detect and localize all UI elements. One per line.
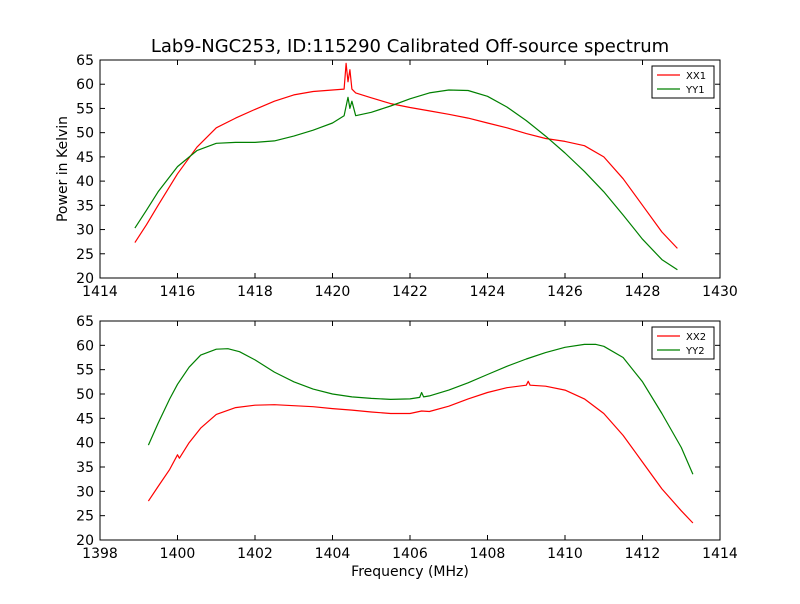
y-tick-label: 25 [76,247,94,263]
top-spectrum-panel: 1414 1416 1418 1420 1422 1424 1426 1428 1430 20 25… [55,53,738,300]
legend-box [651,65,715,99]
y-tick-label: 65 [76,314,94,330]
y-tick-label: 50 [76,126,94,142]
legend-box [651,326,715,360]
legend-label: XX1 [686,71,706,82]
chart-title: Lab9-NGC253, ID:115290 Calibrated Off-so… [151,36,669,57]
x-tick-label: 1426 [547,284,583,300]
y-tick-label: 45 [76,411,94,427]
y-axis-label: Power in Kelvin [55,116,71,222]
y-tick-label: 30 [76,484,94,500]
bottom-spectrum-panel: 1398 1400 1402 1404 1406 1408 1410 1412 1414 20 25… [76,314,738,580]
x-tick-label: 1402 [237,546,273,562]
y-tick-label: 55 [76,363,94,379]
x-tick-label: 1414 [82,284,118,300]
x-tick-label: 1420 [315,284,351,300]
legend-label: YY2 [685,346,705,357]
y-tick-label: 40 [76,174,94,190]
x-tick-label: 1412 [625,546,661,562]
y-tick-label: 40 [76,436,94,452]
y-tick-label: 35 [76,460,94,476]
x-tick-label: 1414 [702,546,738,562]
y-tick-label: 35 [76,198,94,214]
series-line-xx2 [147,380,694,524]
y-tick-label: 25 [76,509,94,525]
x-tick-label: 1422 [392,284,428,300]
y-tick-label: 20 [76,533,94,549]
x-tick-label: 1400 [160,546,196,562]
y-tick-label: 45 [76,150,94,166]
x-tick-label: 1410 [547,546,583,562]
y-tick-label: 20 [76,271,94,287]
series-line-xx1 [134,62,678,249]
x-tick-label: 1398 [82,546,118,562]
plot-frame [99,320,721,541]
series-line-yy2 [147,343,694,475]
x-tick-label: 1424 [470,284,506,300]
y-tick-label: 60 [76,338,94,354]
y-tick-label: 60 [76,77,94,93]
series-line-yy1 [134,89,678,271]
x-tick-label: 1406 [392,546,428,562]
x-tick-label: 1430 [702,284,738,300]
x-tick-label: 1428 [625,284,661,300]
legend-label: XX2 [686,332,706,343]
y-tick-label: 50 [76,387,94,403]
plot-frame [99,59,721,279]
y-tick-label: 55 [76,101,94,117]
legend-label: YY1 [685,85,705,96]
y-tick-label: 65 [76,53,94,69]
y-tick-label: 30 [76,223,94,239]
x-tick-label: 1404 [315,546,351,562]
x-axis-label: Frequency (MHz) [351,564,469,580]
x-tick-label: 1416 [160,284,196,300]
x-tick-label: 1408 [470,546,506,562]
x-tick-label: 1418 [237,284,273,300]
